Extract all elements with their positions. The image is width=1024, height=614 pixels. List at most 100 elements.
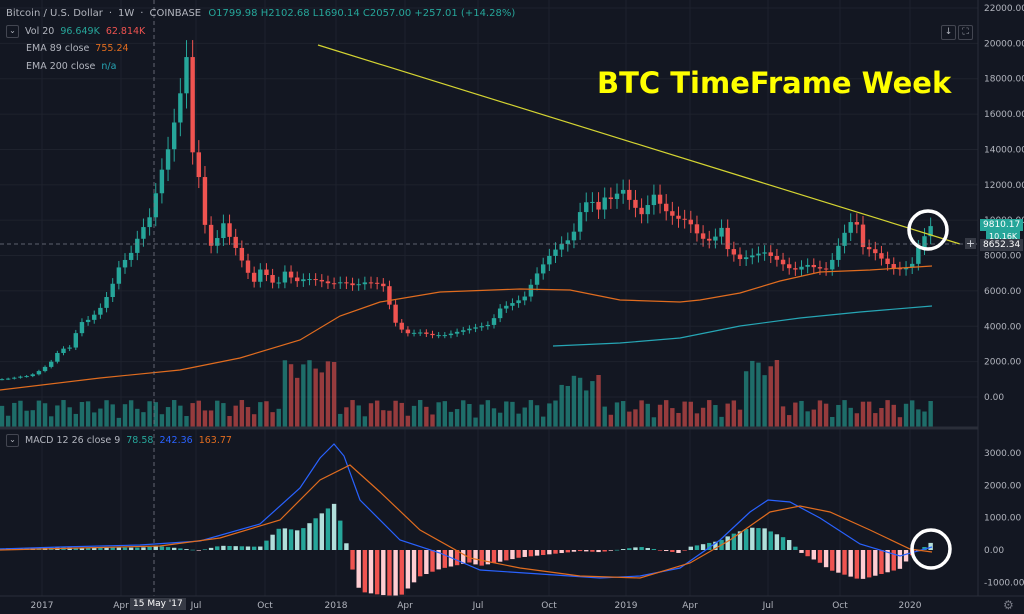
histogram-bar <box>104 547 109 550</box>
price-tick-label: 2000.00 <box>984 358 1021 368</box>
candle-body <box>713 236 718 241</box>
annotation-title: BTC TimeFrame Week <box>597 66 952 100</box>
ema200-label: EMA 200 close <box>26 61 96 72</box>
time-tick-label: Oct <box>832 601 848 611</box>
volume-bar <box>356 405 361 428</box>
histogram-bar <box>780 537 786 550</box>
symbol-name[interactable]: Bitcoin / U.S. Dollar <box>6 8 103 19</box>
chevron-down-icon[interactable]: ⌄ <box>6 434 19 447</box>
candle-body <box>190 57 195 153</box>
volume-bar <box>479 404 484 428</box>
ema89-legend[interactable]: EMA 89 close 755.24 <box>26 43 129 54</box>
crosshair-price-tag: 8652.34 <box>980 239 1024 251</box>
candle-body <box>700 233 706 239</box>
download-icon[interactable]: ↓ <box>941 25 956 40</box>
price-axis[interactable]: 22000.00 20000.00 18000.00 16000.00 14000.00… <box>984 4 1024 403</box>
histogram-bar <box>497 550 503 562</box>
histogram-bar <box>264 540 269 550</box>
candle-body <box>541 264 546 274</box>
volume-bar <box>399 402 404 428</box>
histogram-bar <box>215 546 220 550</box>
histogram-bar <box>442 550 447 568</box>
candle-body <box>497 308 503 319</box>
histogram-bar <box>541 550 546 555</box>
volume-bar <box>448 411 454 428</box>
volume-bar <box>836 404 841 428</box>
candle-body <box>528 284 534 297</box>
macd-axis[interactable]: 3000.00 2000.00 1000.00 0.00 -1000.00 <box>984 449 1024 588</box>
volume-legend[interactable]: ⌄ Vol 20 96.649K 62.814K <box>6 25 145 38</box>
volume-bar <box>454 409 460 428</box>
fullscreen-icon[interactable]: ⛶ <box>958 25 973 40</box>
candle-body <box>208 224 214 246</box>
candle-body <box>725 227 730 250</box>
histogram-bar <box>817 550 823 563</box>
histogram-bar <box>559 550 564 554</box>
histogram-bar <box>725 536 730 550</box>
candle-body <box>756 253 761 256</box>
ema200-legend[interactable]: EMA 200 close n/a <box>26 61 116 72</box>
histogram-bar <box>504 550 509 561</box>
candle-body <box>799 266 804 270</box>
ema200-line <box>552 305 933 347</box>
macd-legend[interactable]: ⌄ MACD 12 26 close 9 78.58 242.36 163.77 <box>6 434 232 447</box>
histogram-bar <box>596 550 601 553</box>
candle-body <box>411 332 417 334</box>
volume-bar <box>319 372 324 428</box>
candle-body <box>664 203 669 212</box>
gear-icon[interactable]: ⚙ <box>1003 598 1014 612</box>
candle-body <box>418 332 423 334</box>
macd-tick-label: 1000.00 <box>984 514 1021 524</box>
candle-body <box>110 283 115 298</box>
histogram-bar <box>633 547 638 550</box>
candle-body <box>584 202 589 213</box>
volume-bar <box>534 405 540 428</box>
volume-bar <box>85 401 91 428</box>
candle-body <box>325 281 331 284</box>
histogram-bar <box>830 550 835 571</box>
price-tick-label: 20000.00 <box>984 39 1024 49</box>
candle-body <box>676 215 681 219</box>
exchange: COINBASE <box>149 8 202 19</box>
candle-body <box>491 318 497 325</box>
histogram-bar <box>762 528 767 550</box>
candle-body <box>374 282 380 284</box>
time-axis[interactable]: 2017 Apr Jul Oct 2018 Apr Jul Oct 2019 Apr Jul Oct 2… <box>31 601 922 611</box>
volume-bar <box>737 409 743 428</box>
candle-body <box>682 218 687 220</box>
volume-bar <box>24 410 29 428</box>
volume-bar <box>141 412 146 428</box>
histogram-bar <box>787 540 792 550</box>
candle-body <box>842 232 847 246</box>
interval[interactable]: 1W <box>118 8 135 19</box>
volume-bar <box>885 400 890 428</box>
candle-body <box>559 243 564 250</box>
volume-bar <box>903 403 909 428</box>
chevron-down-icon[interactable]: ⌄ <box>6 25 19 38</box>
histogram-bar <box>147 546 152 550</box>
trend-line[interactable] <box>317 44 961 245</box>
candle-body <box>823 268 829 270</box>
candle-body <box>793 268 798 270</box>
candle-body <box>670 211 675 216</box>
volume-bar <box>922 411 927 428</box>
candle-body <box>854 222 860 225</box>
histogram-bar <box>473 550 478 565</box>
volume-bar <box>584 390 589 428</box>
histogram-bar <box>793 546 798 550</box>
histogram-bar <box>190 549 195 551</box>
candle-body <box>897 268 903 270</box>
volume-bar <box>245 407 251 428</box>
candle-body <box>910 263 915 268</box>
candle-body <box>251 272 257 282</box>
volume-bar <box>547 403 552 428</box>
histogram-bar <box>565 550 570 553</box>
candle-body <box>571 231 577 241</box>
plus-icon[interactable]: + <box>965 237 976 250</box>
volume-bar <box>774 360 780 428</box>
signal-line <box>0 464 933 579</box>
candle-body <box>79 322 85 334</box>
histogram-bar <box>651 549 657 550</box>
histogram-bar <box>221 545 226 550</box>
